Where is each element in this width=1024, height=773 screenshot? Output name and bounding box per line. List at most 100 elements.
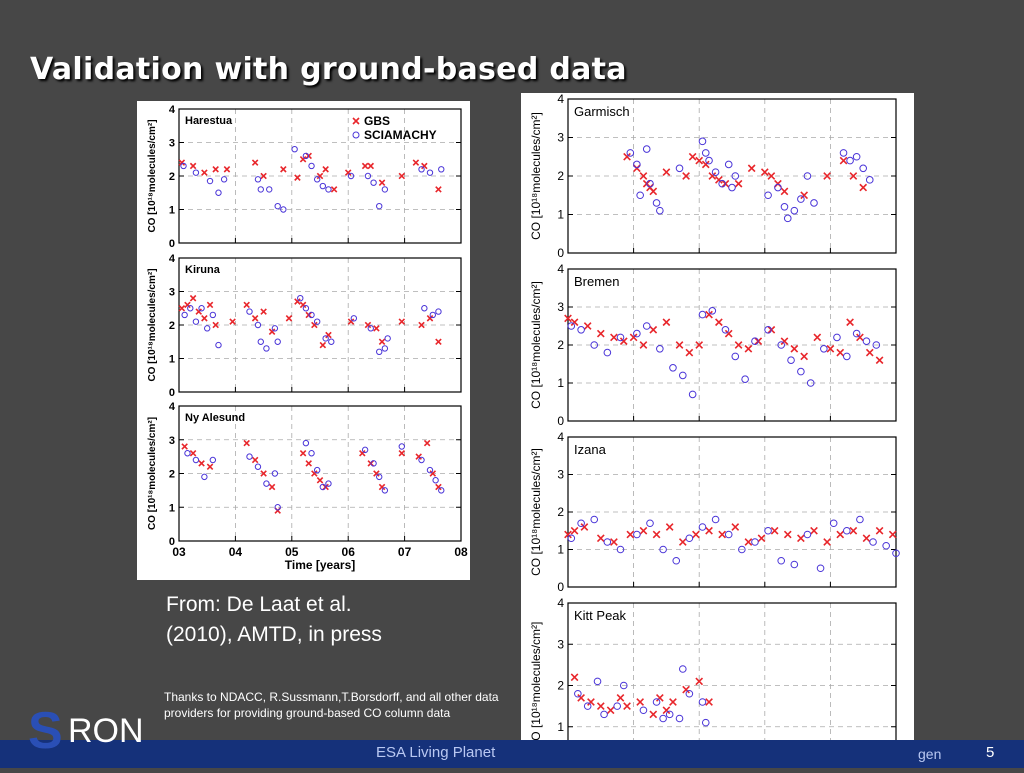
y-tick-label: 0 xyxy=(169,387,175,399)
gbs-point xyxy=(662,318,671,327)
sciamachy-point xyxy=(787,356,795,365)
sciamachy-point xyxy=(328,338,335,345)
sciamachy-point xyxy=(675,714,684,723)
sciamachy-point xyxy=(274,338,281,345)
sciamachy-point xyxy=(642,145,651,153)
sciamachy-point xyxy=(803,172,812,180)
gbs-point xyxy=(206,463,214,471)
sciamachy-point xyxy=(370,179,377,186)
x-axis-label: Time [years] xyxy=(285,558,355,572)
citation-line-2: (2010), AMTD, in press xyxy=(166,623,382,646)
y-tick-label: 3 xyxy=(557,637,564,651)
gbs-point xyxy=(655,694,664,702)
gbs-point xyxy=(367,162,375,170)
gbs-point xyxy=(790,344,799,353)
sciamachy-point xyxy=(616,333,625,342)
sciamachy-point xyxy=(220,176,228,183)
y-tick-label: 3 xyxy=(169,287,175,299)
gbs-point xyxy=(780,187,789,196)
sciamachy-point xyxy=(187,305,194,312)
y-tick-label: 1 xyxy=(557,720,564,734)
station-title: Bremen xyxy=(574,274,620,289)
gbs-point xyxy=(319,341,327,349)
sciamachy-point xyxy=(322,335,329,342)
gbs-point xyxy=(744,344,753,353)
y-tick-label: 4 xyxy=(169,253,176,265)
station-title: Kiruna xyxy=(185,264,221,276)
sciamachy-point xyxy=(711,515,720,524)
sciamachy-point xyxy=(675,164,684,173)
gbs-point xyxy=(823,538,831,546)
gbs-point xyxy=(316,476,324,484)
sciamachy-point xyxy=(246,308,253,315)
gbs-point xyxy=(596,534,605,543)
x-tick-label: 07 xyxy=(398,545,412,559)
x-tick-label: 04 xyxy=(229,545,243,559)
gbs-point xyxy=(744,538,753,546)
x-tick-label: 03 xyxy=(172,545,186,559)
y-tick-label: 1 xyxy=(169,502,175,514)
sciamachy-point xyxy=(859,164,868,173)
sciamachy-point xyxy=(843,352,851,361)
gbs-point xyxy=(325,331,332,339)
gbs-point xyxy=(836,530,845,539)
sciamachy-point xyxy=(257,338,264,345)
sciamachy-point xyxy=(652,698,661,706)
sciamachy-point xyxy=(567,534,576,543)
gbs-point xyxy=(767,172,776,180)
gbs-point xyxy=(626,530,635,539)
sciamachy-point xyxy=(429,311,436,319)
sciamachy-point xyxy=(280,206,287,213)
gbs-point xyxy=(724,329,733,338)
sciamachy-point xyxy=(364,172,372,180)
sciamachy-point xyxy=(882,541,890,550)
gbs-point xyxy=(229,318,236,325)
sciamachy-point xyxy=(577,519,585,528)
sciamachy-point xyxy=(718,179,726,188)
sciamachy-point xyxy=(633,530,641,539)
sciamachy-point xyxy=(350,315,358,322)
y-tick-label: 2 xyxy=(557,338,564,352)
gbs-point xyxy=(330,186,338,193)
gbs-point xyxy=(675,341,684,349)
gbs-point xyxy=(418,321,425,329)
y-tick-label: 2 xyxy=(557,679,564,693)
sciamachy-point xyxy=(302,439,310,447)
sciamachy-point xyxy=(313,318,321,325)
sciamachy-point xyxy=(308,162,315,170)
gbs-point xyxy=(195,308,203,315)
gbs-point xyxy=(610,538,618,546)
gbs-point xyxy=(649,710,658,719)
sciamachy-point xyxy=(820,345,828,353)
sciamachy-point xyxy=(659,545,667,554)
sciamachy-point xyxy=(206,177,214,185)
gbs-point xyxy=(378,338,386,346)
gbs-point xyxy=(682,685,690,694)
gbs-point xyxy=(610,333,618,342)
y-tick-label: 2 xyxy=(169,469,175,481)
gbs-point xyxy=(731,523,740,531)
sciamachy-point xyxy=(180,162,187,170)
chart-ny-alesund: 0 1 2 3 4 03 04 05 06 07 08 Time [years] CO [10¹⁸mol… xyxy=(147,401,468,572)
y-axis-label: CO [10¹⁸molecules/cm²] xyxy=(147,119,158,232)
y-axis-label: CO [10¹⁸molecules/cm²] xyxy=(147,417,158,530)
y-axis-label: CO [10¹⁸molecules/cm²] xyxy=(529,281,543,409)
gbs-point xyxy=(435,186,442,193)
gbs-point xyxy=(800,191,809,200)
gbs-point xyxy=(260,470,267,477)
sciamachy-point xyxy=(319,182,327,190)
sciamachy-point xyxy=(711,168,720,176)
sciamachy-point xyxy=(319,483,327,491)
gbs-point xyxy=(347,318,355,325)
gbs-point xyxy=(846,318,854,327)
gbs-point xyxy=(619,337,628,346)
sciamachy-point xyxy=(652,199,661,207)
chart-bremen: 0 1 2 3 4 CO [10¹⁸molecules/cm²] Bremen xyxy=(529,262,897,428)
gbs-point xyxy=(695,341,704,349)
station-title: Garmisch xyxy=(574,104,630,119)
y-tick-label: 4 xyxy=(557,430,564,444)
gbs-point xyxy=(760,168,769,177)
sciamachy-point xyxy=(764,526,772,535)
gbs-point xyxy=(223,166,231,173)
gbs-point xyxy=(695,156,704,165)
